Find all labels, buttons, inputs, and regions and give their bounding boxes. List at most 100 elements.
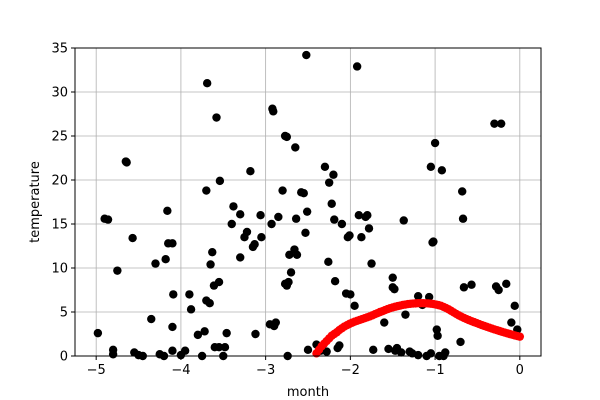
data-point (303, 345, 313, 355)
data-point (301, 228, 310, 237)
y-tick-label: 35 (51, 42, 68, 57)
data-point (424, 292, 434, 302)
data-point (432, 325, 441, 334)
data-point (494, 285, 503, 295)
x-axis-ticks: −5 −4 −3 −2 −1 0 (87, 356, 524, 378)
data-point (433, 331, 442, 340)
data-point (330, 277, 340, 286)
data-point (384, 344, 393, 354)
data-point (346, 290, 355, 299)
data-point (282, 132, 292, 142)
x-tick-label: 0 (516, 363, 524, 378)
data-point (208, 247, 217, 257)
data-point (284, 277, 293, 287)
data-point (292, 250, 302, 259)
x-tick-label: −4 (171, 363, 190, 378)
data-point (327, 199, 336, 208)
data-point (320, 162, 330, 171)
data-point (285, 250, 294, 259)
data-point (291, 214, 301, 223)
data-point (251, 329, 260, 339)
data-point (363, 211, 372, 220)
data-point (467, 280, 476, 289)
data-point (214, 277, 224, 287)
data-point (128, 233, 137, 243)
data-point (267, 219, 276, 229)
plot-frame (74, 47, 542, 357)
data-point (510, 301, 519, 311)
data-point (430, 138, 440, 148)
data-point (367, 259, 376, 268)
data-point (271, 318, 281, 327)
data-point (202, 186, 211, 195)
data-point (122, 158, 131, 167)
y-tick-label: 5 (60, 306, 68, 321)
data-point (441, 348, 450, 357)
data-point (496, 119, 506, 128)
y-tick-label: 30 (51, 86, 68, 101)
data-point (426, 349, 436, 358)
x-tick-label: −2 (341, 363, 360, 378)
data-point (185, 290, 194, 299)
data-point (168, 346, 177, 355)
data-point (169, 290, 178, 299)
data-point (413, 350, 423, 360)
data-point (413, 291, 423, 301)
data-point (256, 211, 265, 220)
data-point (278, 186, 287, 195)
data-point (352, 62, 362, 71)
data-point (335, 341, 344, 350)
data-point (324, 257, 333, 267)
data-point (108, 350, 118, 359)
data-point (299, 189, 308, 198)
data-point (337, 219, 347, 229)
data-point (180, 346, 190, 355)
y-axis-ticks: 0 5 10 15 20 25 30 35 (51, 42, 75, 365)
y-tick-label: 20 (51, 174, 68, 189)
data-point (502, 279, 511, 289)
data-point (350, 301, 359, 311)
data-point (229, 202, 238, 211)
data-point (186, 305, 196, 314)
data-point (515, 332, 525, 341)
data-point (390, 284, 399, 294)
data-point (490, 119, 499, 128)
data-point (429, 237, 438, 246)
data-point (246, 167, 255, 176)
data-point (286, 268, 296, 277)
data-point (507, 318, 516, 327)
data-point (274, 212, 283, 222)
data-point (168, 239, 177, 248)
data-point (250, 240, 259, 249)
data-point (222, 328, 231, 338)
data-point (113, 266, 122, 275)
data-points (93, 50, 525, 361)
data-point (458, 214, 468, 223)
y-tick-label: 15 (51, 218, 68, 233)
data-point (151, 259, 160, 268)
data-point (227, 219, 236, 229)
data-point (257, 233, 266, 242)
x-tick-label: −1 (426, 363, 445, 378)
data-point (330, 215, 339, 224)
data-point (161, 255, 170, 264)
series-1 (312, 299, 525, 358)
data-point (214, 343, 224, 352)
data-point (302, 207, 312, 216)
data-point (456, 337, 465, 347)
data-point (369, 345, 378, 355)
x-axis-label: month (287, 385, 329, 400)
data-point (364, 224, 374, 233)
data-point (168, 322, 177, 332)
data-point (401, 310, 410, 319)
data-point (163, 206, 172, 215)
data-point (345, 231, 354, 240)
data-point (147, 314, 156, 324)
data-point (103, 215, 113, 224)
y-axis-label: temperature (28, 161, 43, 243)
data-point (202, 79, 212, 88)
data-point (93, 328, 103, 338)
x-tick-label: −5 (87, 363, 106, 378)
data-point (388, 273, 397, 282)
data-point (206, 260, 215, 269)
